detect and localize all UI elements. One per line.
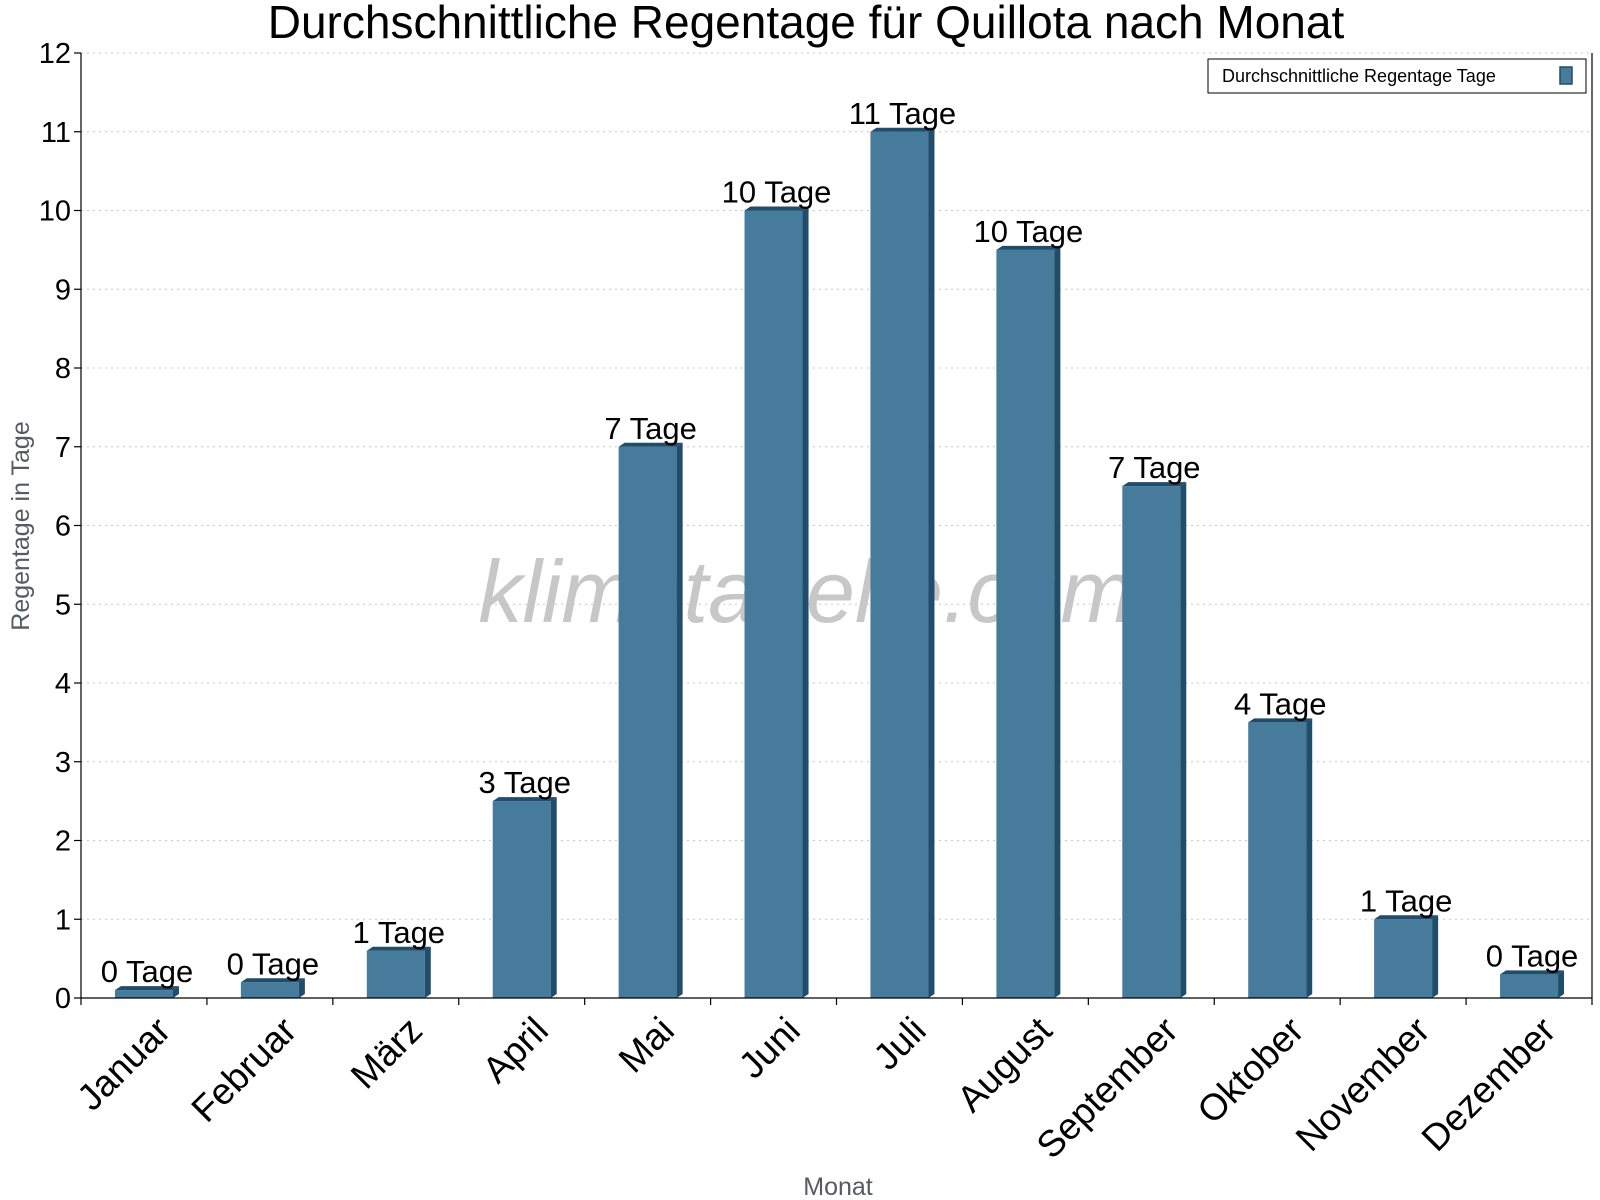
data-label: 3 Tage [478,765,571,800]
x-tick-label: November [1288,1009,1438,1159]
y-tick-label: 0 [55,983,71,1015]
bar [618,442,683,998]
bar [870,127,935,998]
y-axis-label: Regentage in Tage [7,421,35,630]
bar-top [1122,482,1187,487]
bar-top [114,986,179,991]
y-tick-label: 4 [55,668,71,700]
bar [114,986,179,998]
x-tick-label: Oktober [1189,1009,1311,1131]
bar-top [996,245,1061,250]
bar-top [744,206,809,211]
legend: Durchschnittliche Regentage Tage [1207,58,1587,94]
bar-side [172,986,179,998]
bar [492,797,557,998]
bar [366,946,431,998]
data-label: 4 Tage [1234,686,1327,721]
bar-top [618,442,683,447]
bar [1374,915,1439,998]
legend-box [1207,58,1587,94]
data-label: 11 Tage [849,96,956,131]
bar [744,206,809,998]
bar-front [744,210,803,998]
data-labels: 0 Tage 0 Tage 1 Tage 3 Tage 7 Tage 10 Tage 11 … [101,96,1579,989]
y-tick-label: 2 [55,826,71,858]
y-tick-label: 6 [55,511,71,543]
x-tick-label: Februar [184,1009,305,1130]
data-label: 0 Tage [101,954,194,989]
bar-front [1374,919,1433,998]
bar-side [1054,245,1061,998]
bar [1122,482,1187,998]
bar-front [492,801,551,998]
bar-top [240,978,305,983]
bar-side [550,797,557,998]
bar-side [1306,718,1313,998]
y-tick-label: 3 [55,747,71,779]
y-tick-label: 10 [39,196,71,228]
bar-front [1122,486,1181,998]
x-ticks: Januar Februar März April Mai Juni Juli AugustS… [69,998,1593,1166]
data-label: 0 Tage [1486,938,1579,973]
bars [114,127,1565,998]
y-tick-label: 11 [41,117,71,149]
data-label: 7 Tage [1108,450,1201,485]
y-tick-label: 1 [55,904,71,936]
bar-top [1500,970,1565,975]
bar-side [1180,482,1187,998]
x-tick-label: August [949,1009,1060,1120]
bar-side [802,206,809,998]
data-label: 10 Tage [722,175,832,210]
x-axis-label: Monat [803,1173,873,1200]
bar [1500,970,1565,998]
bar-top [366,946,431,951]
bar-side [676,442,683,998]
bar-top [1374,915,1439,920]
x-tick-label: Mai [611,1009,682,1080]
bar-front [240,982,299,998]
bar-side [424,946,431,998]
bar-front [1500,974,1559,998]
bar-top [492,797,557,802]
x-tick-label: März [343,1009,430,1096]
x-tick-label: April [475,1009,556,1090]
x-tick-label: Dezember [1414,1009,1564,1159]
x-tick-label: Juli [866,1009,934,1077]
y-tick-label: 5 [55,589,71,621]
bar-front [366,950,425,998]
data-label: 10 Tage [973,214,1083,249]
data-label: 1 Tage [353,915,446,950]
data-label: 0 Tage [227,946,320,981]
bar-front [1248,722,1307,998]
bar [996,245,1061,998]
y-tick-label: 12 [39,38,71,70]
bar-top [1248,718,1313,723]
y-tick-label: 8 [55,353,71,385]
bar-front [618,446,677,998]
bar-side [1432,915,1439,998]
y-tick-label: 9 [55,274,71,306]
grid-lines [81,52,1592,920]
x-tick-label: Januar [69,1009,178,1118]
legend-label: Durchschnittliche Regentage Tage [1222,66,1496,86]
bar-top [870,127,935,132]
x-tick-label: Juni [731,1009,808,1086]
bar [240,978,305,998]
bar [1248,718,1313,998]
bar-front [996,249,1055,998]
bar-side [928,127,935,998]
legend-swatch [1559,66,1573,85]
chart-title: Durchschnittliche Regentage für Quillota… [268,0,1345,48]
bar-side [298,978,305,998]
data-label: 7 Tage [604,411,697,446]
data-label: 1 Tage [1360,883,1453,918]
bar-front [114,990,173,998]
y-tick-label: 7 [55,432,71,464]
bar-front [870,131,929,998]
bar-side [1558,970,1565,998]
